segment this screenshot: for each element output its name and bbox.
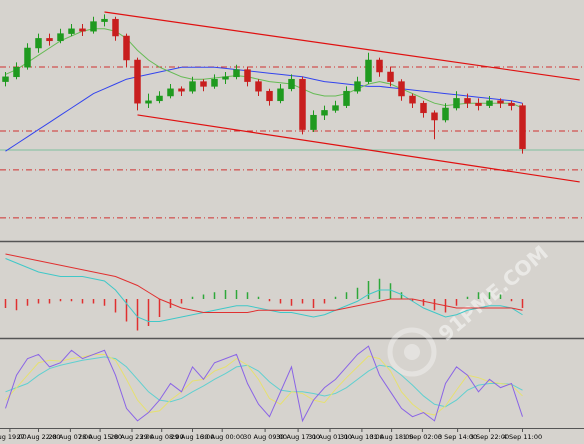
x-tick-label: Aug 19:00 <box>0 433 27 441</box>
candle-body <box>156 95 163 102</box>
candle-body <box>343 90 350 106</box>
x-tick-label: 3 Sep 22:00 <box>470 433 509 441</box>
x-tick-label: 27 Aug 22:00 <box>17 433 61 441</box>
candle-body <box>453 98 460 109</box>
candle-body <box>2 76 9 82</box>
candle-body <box>68 28 75 34</box>
logo-dot <box>404 344 420 360</box>
trend-line <box>137 114 580 183</box>
candle-body <box>90 21 97 32</box>
trend-line <box>104 11 580 81</box>
candle-body <box>442 107 449 121</box>
candle-body <box>24 47 31 68</box>
candle-body <box>123 35 130 61</box>
candle-body <box>46 38 53 42</box>
x-tick-label: 28 Aug 07:00 <box>48 433 92 441</box>
candle-body <box>387 71 394 82</box>
x-tick-label: 30 Aug 00:00 <box>200 433 244 441</box>
x-tick-label: 31 Aug 10:00 <box>340 433 384 441</box>
candle-body <box>365 59 372 82</box>
candle-body <box>519 105 526 150</box>
logo-ring <box>387 327 437 377</box>
candle-body <box>244 69 251 82</box>
candle-body <box>420 102 427 114</box>
x-tick-label: 29 Aug 08:00 <box>140 433 184 441</box>
candle-body <box>310 114 317 130</box>
indicator-line <box>5 345 523 423</box>
candle-body <box>145 100 152 104</box>
x-tick-label: 28 Aug 15:00 <box>78 433 122 441</box>
candle-body <box>101 18 108 22</box>
candle-body <box>321 110 328 116</box>
candle-body <box>475 102 482 106</box>
candle-body <box>233 69 240 78</box>
candle-body <box>79 28 86 32</box>
x-tick-label: 29 Aug 16:00 <box>171 433 215 441</box>
candle-body <box>167 88 174 97</box>
x-tick-label: 31 Aug 01:00 <box>308 433 352 441</box>
watermark-logo <box>387 327 437 377</box>
x-tick-label: 3 Sep 14:00 <box>438 433 477 441</box>
candle-body <box>431 112 438 121</box>
candle-body <box>255 81 262 92</box>
candle-body <box>200 81 207 87</box>
candle-body <box>112 18 119 37</box>
candle-body <box>222 76 229 80</box>
candle-body <box>376 59 383 73</box>
candle-body <box>398 81 405 97</box>
candle-body <box>464 98 471 104</box>
candle-body <box>134 59 141 104</box>
candle-body <box>211 78 218 87</box>
candle-body <box>189 81 196 92</box>
x-tick-label: 1 Sep 02:00 <box>403 433 442 441</box>
candle-body <box>266 90 273 102</box>
candle-body <box>299 78 306 130</box>
candle-body <box>486 100 493 106</box>
x-tick-label: 4 Sep 11:00 <box>503 433 542 441</box>
candle-body <box>35 38 42 49</box>
x-tick-label: 30 Aug 09:00 <box>243 433 287 441</box>
indicator-line <box>5 253 523 313</box>
indicator-line <box>5 356 523 408</box>
candle-body <box>288 78 295 90</box>
indicator-line <box>5 66 523 152</box>
x-tick-label: 28 Aug 23:00 <box>110 433 154 441</box>
x-tick-label: 31 Aug 18:00 <box>370 433 414 441</box>
candle-body <box>178 88 185 92</box>
candle-body <box>497 100 504 104</box>
candle-body <box>409 95 416 104</box>
candle-body <box>354 81 361 92</box>
candle-body <box>508 102 515 106</box>
candle-body <box>57 33 64 42</box>
indicator-line <box>5 258 523 322</box>
candle-body <box>13 66 20 78</box>
candle-body <box>332 105 339 111</box>
candle-body <box>277 88 284 102</box>
x-tick-label: 30 Aug 17:00 <box>276 433 320 441</box>
